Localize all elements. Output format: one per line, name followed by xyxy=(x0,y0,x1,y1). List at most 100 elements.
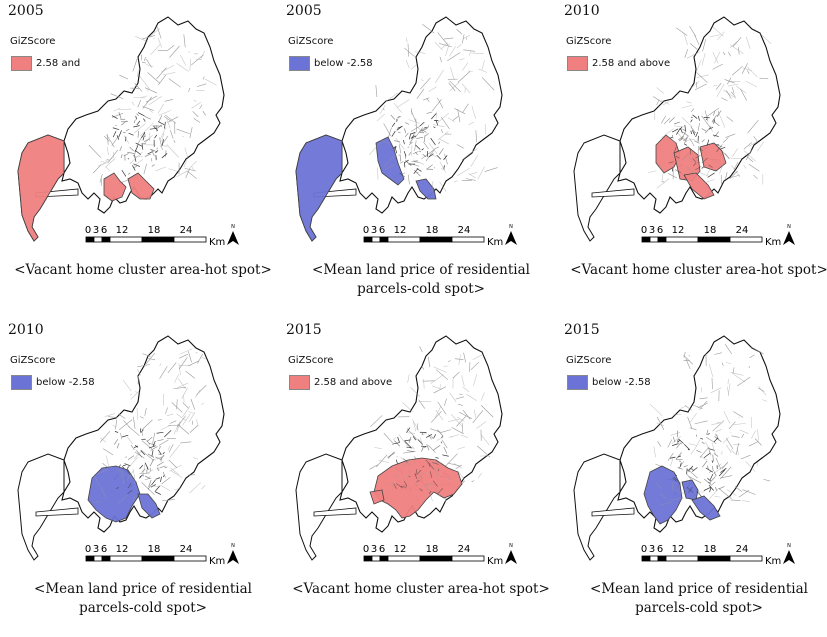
north-arrow-icon: N xyxy=(227,224,239,245)
north-arrow-icon: N xyxy=(227,543,239,564)
legend-entry: 2.58 and above xyxy=(567,56,670,71)
scale-unit-label: Km xyxy=(209,556,225,567)
scale-tick-label: 12 xyxy=(116,225,129,236)
caption-line: parcels-cold spot> xyxy=(286,280,556,299)
north-arrow-icon: N xyxy=(783,543,795,564)
legend-title: GiZScore xyxy=(10,355,55,366)
scale-tick-label: 24 xyxy=(180,225,193,236)
scale-tick-label: 12 xyxy=(394,225,407,236)
north-arrow-icon: N xyxy=(783,224,795,245)
scale-tick-label: 3 xyxy=(93,544,99,555)
caption-line: parcels-cold spot> xyxy=(8,599,278,618)
scale-tick-label: 6 xyxy=(657,225,663,236)
north-label: N xyxy=(787,543,791,549)
scale-tick-label: 3 xyxy=(93,225,99,236)
scale-tick-label: 0 xyxy=(363,225,369,236)
scale-tick-label: 6 xyxy=(379,544,385,555)
legend-title: GiZScore xyxy=(288,36,333,47)
scale-tick-label: 0 xyxy=(641,225,647,236)
caption-line: <Mean land price of residential xyxy=(564,580,827,599)
scale-tick-label: 3 xyxy=(371,225,377,236)
scale-tick-label: 24 xyxy=(458,544,471,555)
north-arrow-icon: N xyxy=(505,543,517,564)
scale-tick-label: 18 xyxy=(426,225,439,236)
legend-label: 2.58 and above xyxy=(314,377,392,388)
legend-entry: below -2.58 xyxy=(289,56,373,71)
scale-tick-label: 18 xyxy=(426,544,439,555)
legend-label: below -2.58 xyxy=(314,58,373,69)
scale-tick-label: 24 xyxy=(458,225,471,236)
caption-line: <Vacant home cluster area-hot spot> xyxy=(286,580,556,599)
legend-title: GiZScore xyxy=(10,36,55,47)
legend-title: GiZScore xyxy=(566,355,611,366)
scale-tick-label: 0 xyxy=(641,544,647,555)
scale-tick-label: 18 xyxy=(704,544,717,555)
caption-line: <Vacant home cluster area-hot spot> xyxy=(8,261,278,280)
north-label: N xyxy=(231,543,235,549)
scale-tick-label: 12 xyxy=(672,544,685,555)
caption-line: <Mean land price of residential xyxy=(286,261,556,280)
legend-swatch xyxy=(289,375,310,390)
scale-tick-label: 24 xyxy=(180,544,193,555)
scale-tick-label: 12 xyxy=(394,544,407,555)
caption-line: <Vacant home cluster area-hot spot> xyxy=(564,261,827,280)
scale-tick-label: 3 xyxy=(371,544,377,555)
legend-label: 2.58 and above xyxy=(592,58,670,69)
scale-tick-label: 18 xyxy=(704,225,717,236)
scale-unit-label: Km xyxy=(487,237,503,248)
north-label: N xyxy=(231,224,235,230)
scale-unit-label: Km xyxy=(487,556,503,567)
panel-caption: <Vacant home cluster area-hot spot> xyxy=(8,261,278,280)
scale-tick-label: 3 xyxy=(649,544,655,555)
legend-swatch xyxy=(567,56,588,71)
scale-unit-label: Km xyxy=(209,237,225,248)
scale-tick-label: 6 xyxy=(657,544,663,555)
scale-tick-label: 6 xyxy=(101,544,107,555)
scale-tick-label: 6 xyxy=(379,225,385,236)
legend-swatch xyxy=(289,56,310,71)
legend-entry: 2.58 and above xyxy=(289,375,392,390)
scale-unit-label: Km xyxy=(765,237,781,248)
legend-title: GiZScore xyxy=(566,36,611,47)
legend-entry: 2.58 and xyxy=(11,56,80,71)
scale-tick-label: 6 xyxy=(101,225,107,236)
north-label: N xyxy=(787,224,791,230)
panel-caption: <Vacant home cluster area-hot spot> xyxy=(564,261,827,280)
scale-tick-label: 12 xyxy=(116,544,129,555)
scale-tick-label: 12 xyxy=(672,225,685,236)
scale-unit-label: Km xyxy=(765,556,781,567)
hot-spot-cluster xyxy=(18,135,64,241)
legend-swatch xyxy=(11,56,32,71)
north-label: N xyxy=(509,543,513,549)
cold-spot-cluster xyxy=(296,135,342,241)
legend-swatch xyxy=(11,375,32,390)
scale-tick-label: 18 xyxy=(148,544,161,555)
legend-label: below -2.58 xyxy=(592,377,651,388)
legend-entry: below -2.58 xyxy=(11,375,95,390)
western-district-outline xyxy=(18,454,64,560)
north-arrow-icon: N xyxy=(505,224,517,245)
scale-tick-label: 3 xyxy=(649,225,655,236)
legend-swatch xyxy=(567,375,588,390)
scale-tick-label: 24 xyxy=(736,225,749,236)
scale-tick-label: 18 xyxy=(148,225,161,236)
western-district-outline xyxy=(296,454,342,560)
legend-label: 2.58 and xyxy=(36,58,80,69)
scale-tick-label: 24 xyxy=(736,544,749,555)
scale-tick-label: 0 xyxy=(363,544,369,555)
legend-title: GiZScore xyxy=(288,355,333,366)
western-district-outline xyxy=(574,454,620,560)
